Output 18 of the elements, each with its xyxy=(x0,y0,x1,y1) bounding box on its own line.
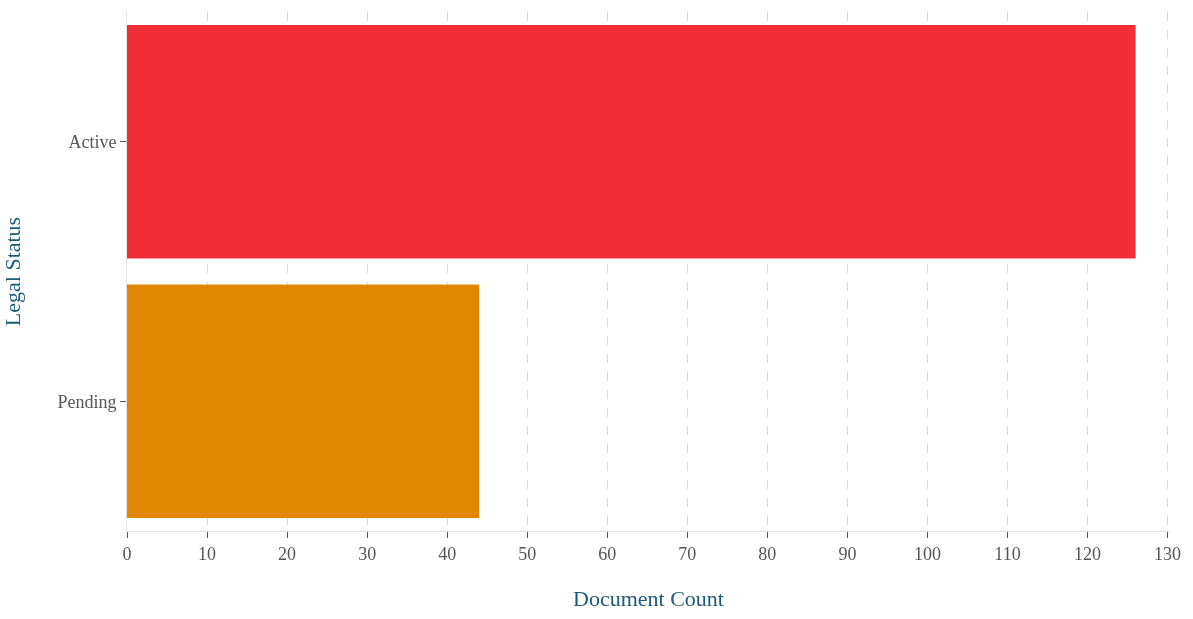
y-tick-label: Pending xyxy=(57,391,117,412)
x-tick-label: 30 xyxy=(358,543,377,564)
x-tick-label: 40 xyxy=(438,543,457,564)
x-tick-label: 60 xyxy=(598,543,617,564)
x-tick-label: 80 xyxy=(758,543,777,564)
x-tick-label: 0 xyxy=(122,543,132,564)
x-tick-label: 70 xyxy=(678,543,697,564)
x-tick-label: 20 xyxy=(278,543,297,564)
x-axis-title: Document Count xyxy=(573,586,724,612)
x-tick-label: 130 xyxy=(1154,543,1182,564)
y-tick-label: Active xyxy=(68,132,117,153)
x-tick-label: 120 xyxy=(1074,543,1102,564)
x-tick-label: 90 xyxy=(838,543,857,564)
x-tick-label: 100 xyxy=(913,543,941,564)
y-axis-title: Legal Status xyxy=(0,216,26,327)
x-tick-label: 10 xyxy=(198,543,217,564)
x-tick-label: 50 xyxy=(518,543,537,564)
x-tick-label: 110 xyxy=(994,543,1021,564)
